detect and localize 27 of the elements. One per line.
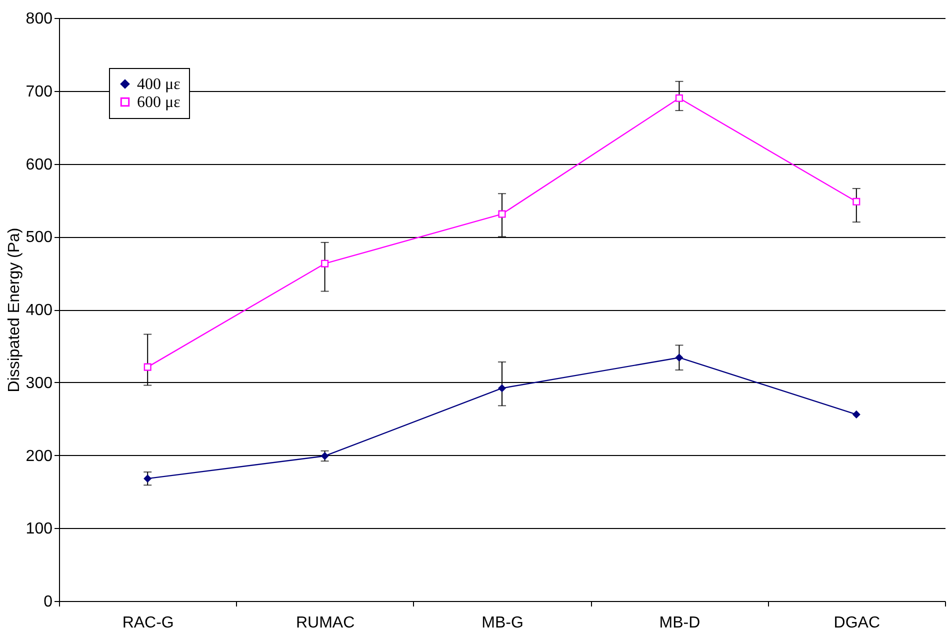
point (144, 363, 152, 371)
x-tick-label: DGAC (834, 614, 880, 632)
legend-label: 400 με (137, 76, 181, 93)
y-tick-label: 800 (26, 10, 53, 28)
y-tick-label: 0 (44, 594, 53, 610)
point (498, 210, 506, 218)
x-tick-label: MB-D (659, 614, 700, 632)
point (321, 260, 329, 268)
x-tick-label: RUMAC (296, 614, 355, 632)
point (675, 94, 683, 102)
x-tick-label: RAC-G (122, 614, 174, 632)
point (321, 452, 329, 460)
y-tick-label: 600 (26, 156, 53, 174)
y-tick-label: 100 (26, 520, 53, 538)
point (675, 354, 683, 362)
y-tick-label: 500 (26, 229, 53, 246)
point (144, 474, 152, 482)
point (852, 410, 860, 418)
point (498, 384, 506, 392)
y-tick-label: 300 (26, 374, 53, 392)
y-tick-label: 700 (26, 83, 53, 100)
y-tick-label: 200 (26, 448, 53, 465)
point (852, 198, 860, 206)
legend-label: 600 με (137, 94, 181, 111)
y-tick-label: 400 (26, 302, 53, 319)
x-tick-label: MB-G (482, 614, 524, 632)
y-axis-title: Dissipated Energy (Pa) (6, 228, 23, 392)
